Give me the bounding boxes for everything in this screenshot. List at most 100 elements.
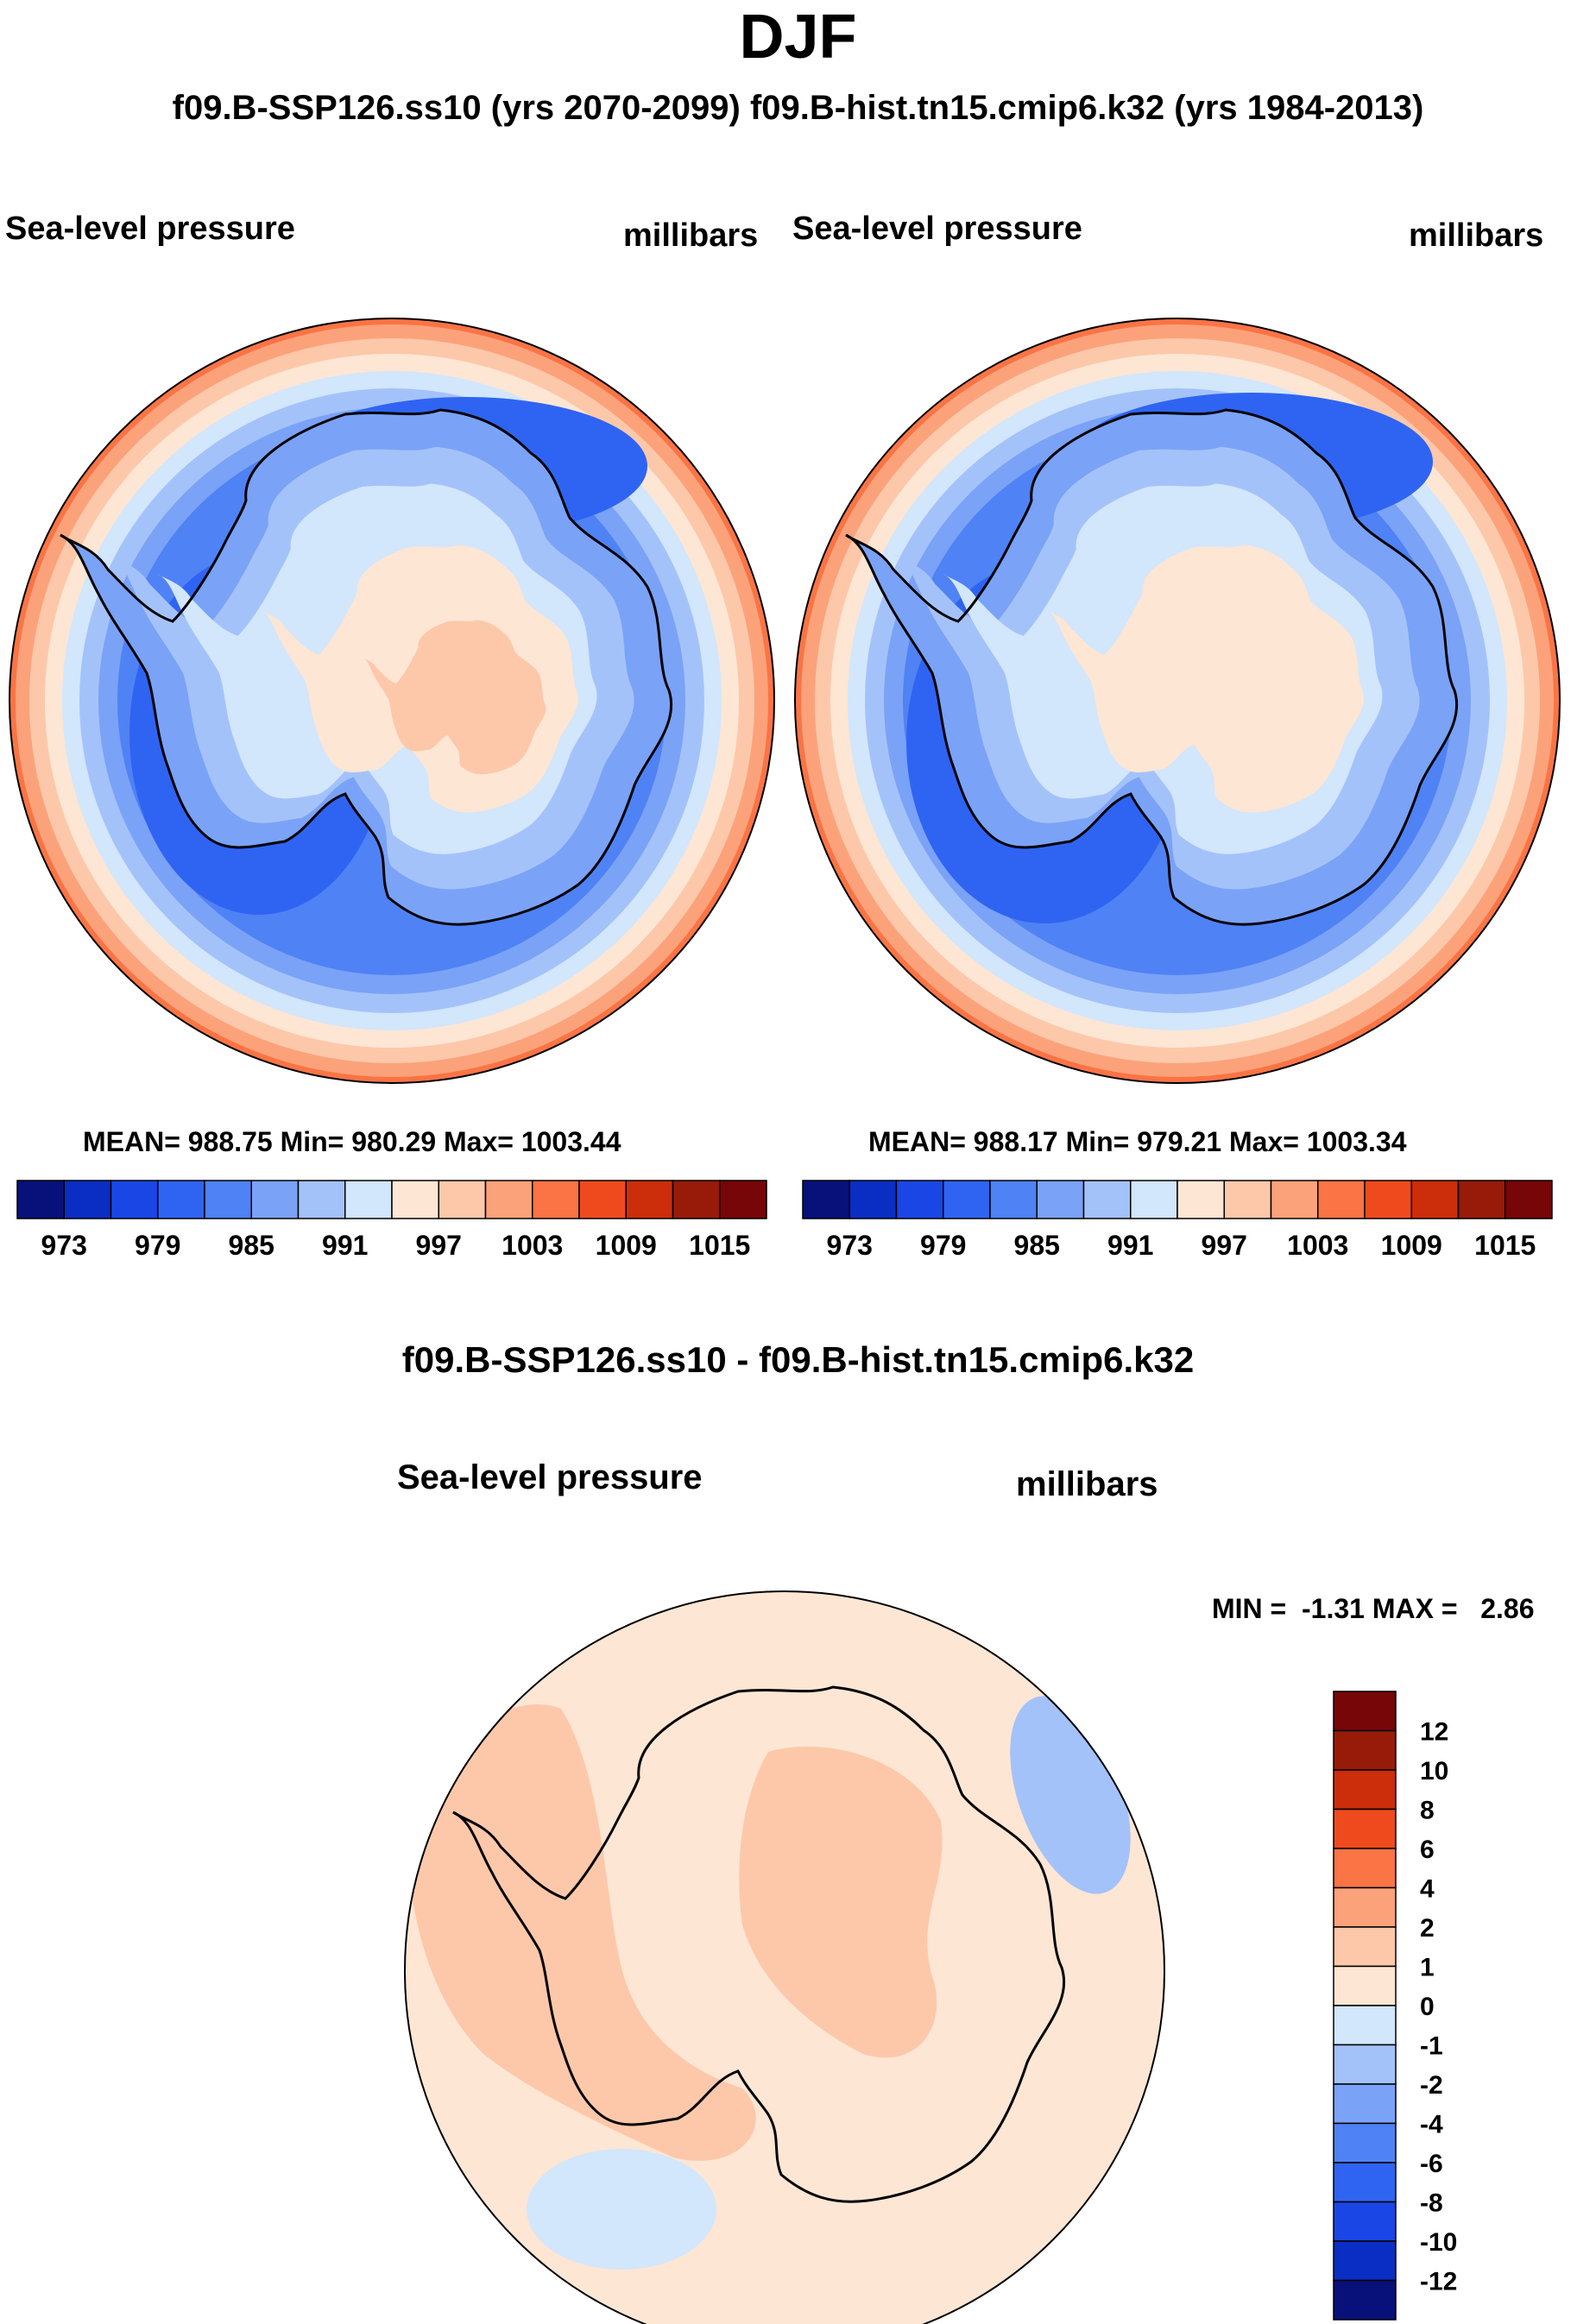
- panel2-colorbar-swatch-2: [895, 1180, 944, 1219]
- diff-colorbar-label-3: 6: [1420, 1836, 1435, 1864]
- diff-colorbar-swatch-6: [1333, 1926, 1397, 1968]
- diff-positive-west: [406, 1704, 756, 2161]
- panel1-colorbar-label-0: 973: [41, 1230, 87, 1261]
- diff-minmax-stats: MIN = -1.31 MAX = 2.86: [1212, 1593, 1535, 1624]
- panel1-colorbar-label-5: 1003: [502, 1230, 563, 1261]
- panel1-border: [9, 318, 775, 1084]
- diff-colorbar-label-9: -2: [1420, 2071, 1443, 2100]
- diff-colorbar-swatch-1: [1333, 1729, 1397, 1771]
- diff-colorbar-swatch-11: [1333, 2122, 1397, 2163]
- panel2-colorbar: 973 979 985 991 997 1003 1009 1015: [802, 1180, 1553, 1261]
- diff-colorbar-label-5: 2: [1420, 1914, 1435, 1943]
- diff-colorbar-label-4: 4: [1420, 1875, 1435, 1904]
- panel2-colorbar-swatch-7: [1130, 1180, 1178, 1219]
- panel2-colorbar-swatch-1: [848, 1180, 898, 1219]
- diff-colorbar-swatch-5: [1333, 1886, 1397, 1928]
- panel2-variable-label: Sea-level pressure: [792, 211, 1082, 247]
- panel2-colorbar-swatch-3: [943, 1180, 991, 1219]
- diff-colorbar-label-12: -8: [1420, 2189, 1443, 2218]
- difference-title: f09.B-SSP126.ss10 - f09.B-hist.tn15.cmip…: [401, 1339, 1195, 1380]
- panel1-colorbar-swatch-2: [110, 1180, 159, 1219]
- panel1-colorbar-label-3: 991: [322, 1230, 368, 1261]
- panel2-border: [794, 318, 1561, 1084]
- panel1-colorbar-swatch-11: [532, 1180, 580, 1219]
- diff-colorbar-label-14: -12: [1420, 2268, 1457, 2296]
- panel2-stats: MEAN= 988.17 Min= 979.21 Max= 1003.34: [868, 1126, 1407, 1157]
- diff-colorbar-label-13: -10: [1420, 2228, 1457, 2257]
- panel2-colorbar-label-2: 985: [1014, 1230, 1060, 1261]
- experiment-header: f09.B-SSP126.ss10 (yrs 2070-2099) f09.B-…: [172, 89, 1424, 127]
- panel2-colorbar-swatch-14: [1457, 1180, 1506, 1219]
- panel2-colorbar-label-6: 1009: [1381, 1230, 1442, 1261]
- panel2-units-label: millibars: [1409, 217, 1544, 254]
- panel2-colorbar-swatch-4: [989, 1180, 1038, 1219]
- diff-border: [404, 1590, 1165, 2324]
- diff-positive-antarctica: [739, 1746, 943, 2058]
- diff-colorbar-label-0: 12: [1420, 1718, 1448, 1747]
- panel1-colorbar-label-7: 1015: [689, 1230, 750, 1261]
- panel2-colorbar-label-0: 973: [827, 1230, 873, 1261]
- panel1-colorbar-swatch-10: [484, 1180, 533, 1219]
- panel2-colorbar-swatch-12: [1364, 1180, 1412, 1219]
- diff-colorbar-swatch-13: [1333, 2201, 1397, 2242]
- panel1-colorbar-swatch-14: [672, 1180, 721, 1219]
- panel1-stats: MEAN= 988.75 Min= 980.29 Max= 1003.44: [83, 1126, 621, 1157]
- panel2-colorbar-label-3: 991: [1107, 1230, 1153, 1261]
- diff-units-label: millibars: [1016, 1465, 1158, 1503]
- panel2-colorbar-swatch-0: [802, 1180, 850, 1219]
- diff-colorbar-label-6: 1: [1420, 1954, 1435, 1982]
- panel1-map: [9, 318, 774, 1083]
- panel2-colorbar-label-5: 1003: [1287, 1230, 1348, 1261]
- panel1-colorbar-swatch-13: [625, 1180, 674, 1219]
- panel2-colorbar-swatch-13: [1410, 1180, 1460, 1219]
- diff-colorbar-label-7: 0: [1420, 1993, 1435, 2021]
- panel1-colorbar: 973 979 985 991 997 1003 1009 1015: [16, 1180, 767, 1261]
- panel1-colorbar-swatch-0: [16, 1180, 65, 1219]
- diff-colorbar-swatch-15: [1333, 2279, 1397, 2321]
- panel2-colorbar-swatch-15: [1505, 1180, 1553, 1219]
- diff-colorbar-swatch-10: [1333, 2083, 1397, 2125]
- panel1-colorbar-label-2: 985: [229, 1230, 274, 1261]
- diff-colorbar-swatch-9: [1333, 2044, 1397, 2085]
- panel2-colorbar-swatch-6: [1082, 1180, 1132, 1219]
- diff-colorbar-swatch-12: [1333, 2162, 1397, 2203]
- diff-map: [405, 1591, 1164, 2324]
- panel2-colorbar-swatch-10: [1270, 1180, 1319, 1219]
- diff-colorbar-swatch-4: [1333, 1848, 1397, 1889]
- diff-colorbar-label-2: 8: [1420, 1797, 1435, 1825]
- diff-colorbar-swatch-2: [1333, 1769, 1397, 1811]
- panel1-units-label: millibars: [623, 217, 759, 254]
- panel2-colorbar-label-1: 979: [920, 1230, 966, 1261]
- panel1-colorbar-label-6: 1009: [596, 1230, 657, 1261]
- panel1-colorbar-swatch-5: [250, 1180, 300, 1219]
- season-title: DJF: [739, 3, 857, 72]
- diff-colorbar-swatch-14: [1333, 2240, 1397, 2282]
- panel1-colorbar-label-1: 979: [135, 1230, 180, 1261]
- diff-colorbar-label-11: -6: [1420, 2150, 1443, 2178]
- diff-colorbar-swatch-3: [1333, 1808, 1397, 1849]
- panel2-colorbar-label-4: 997: [1202, 1230, 1247, 1261]
- panel2-colorbar-swatch-11: [1317, 1180, 1366, 1219]
- panel2-colorbar-label-7: 1015: [1474, 1230, 1536, 1261]
- panel1-colorbar-label-4: 997: [416, 1230, 462, 1261]
- panel1-colorbar-swatch-6: [297, 1180, 346, 1219]
- diff-colorbar-swatch-0: [1333, 1691, 1397, 1732]
- panel1-colorbar-swatch-7: [344, 1180, 393, 1219]
- panel2-colorbar-swatch-9: [1223, 1180, 1272, 1219]
- diff-negative-south: [527, 2149, 716, 2270]
- panel1-colorbar-swatch-3: [157, 1180, 205, 1219]
- panel2-map: [795, 318, 1560, 1083]
- panel1-colorbar-swatch-1: [63, 1180, 112, 1219]
- panel1-variable-label: Sea-level pressure: [5, 211, 295, 247]
- panel1-colorbar-swatch-12: [578, 1180, 627, 1219]
- panel1-colorbar-swatch-9: [438, 1180, 487, 1219]
- diff-colorbar-swatch-7: [1333, 1965, 1397, 2006]
- panel2-colorbar-swatch-8: [1176, 1180, 1225, 1219]
- diff-colorbar-label-1: 10: [1420, 1757, 1448, 1786]
- panel1-colorbar-swatch-4: [204, 1180, 252, 1219]
- diff-variable-label: Sea-level pressure: [397, 1458, 703, 1496]
- panel1-colorbar-swatch-8: [391, 1180, 439, 1219]
- diff-colorbar-label-10: -4: [1420, 2111, 1443, 2139]
